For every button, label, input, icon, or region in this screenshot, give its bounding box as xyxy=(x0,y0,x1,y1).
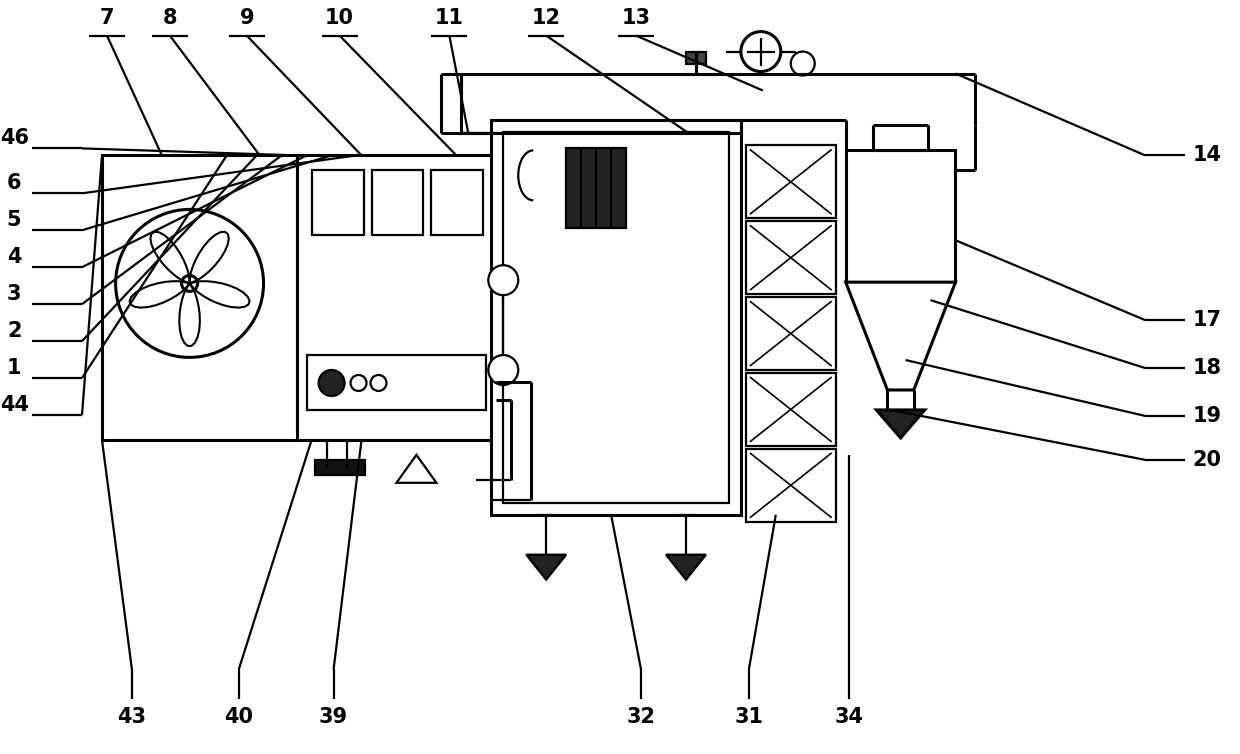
Text: 2: 2 xyxy=(7,321,21,341)
Circle shape xyxy=(791,51,815,75)
Text: 4: 4 xyxy=(7,247,21,267)
Polygon shape xyxy=(526,555,567,580)
Text: 20: 20 xyxy=(1193,450,1221,470)
Bar xyxy=(746,221,836,294)
Circle shape xyxy=(740,32,781,72)
Text: 9: 9 xyxy=(239,8,254,28)
Polygon shape xyxy=(397,455,436,483)
Circle shape xyxy=(115,210,264,357)
Text: 7: 7 xyxy=(99,8,114,28)
Text: 32: 32 xyxy=(626,707,656,728)
Circle shape xyxy=(319,370,345,396)
Text: 11: 11 xyxy=(435,8,464,28)
Circle shape xyxy=(489,265,518,295)
Text: 10: 10 xyxy=(325,8,355,28)
Bar xyxy=(503,133,729,503)
Polygon shape xyxy=(877,410,925,438)
Text: 34: 34 xyxy=(835,707,863,728)
Text: 39: 39 xyxy=(319,707,348,728)
Text: 13: 13 xyxy=(621,8,651,28)
Text: 31: 31 xyxy=(734,707,764,728)
Text: 19: 19 xyxy=(1193,406,1221,426)
Polygon shape xyxy=(846,282,956,390)
Text: 18: 18 xyxy=(1193,358,1221,378)
Bar xyxy=(102,155,296,440)
Circle shape xyxy=(489,355,518,385)
Text: 44: 44 xyxy=(0,395,29,415)
Bar xyxy=(311,170,363,235)
Text: 8: 8 xyxy=(162,8,177,28)
Bar xyxy=(372,170,423,235)
Text: 6: 6 xyxy=(7,173,21,193)
Text: 46: 46 xyxy=(0,128,29,149)
Bar xyxy=(686,51,706,63)
Bar xyxy=(315,460,365,475)
Bar xyxy=(432,170,484,235)
Circle shape xyxy=(351,375,367,391)
Text: 3: 3 xyxy=(7,284,21,304)
Bar xyxy=(846,150,956,282)
Circle shape xyxy=(181,275,197,291)
Text: 12: 12 xyxy=(532,8,560,28)
Text: 5: 5 xyxy=(7,210,21,230)
Text: 14: 14 xyxy=(1193,146,1221,165)
Bar xyxy=(567,149,626,228)
Polygon shape xyxy=(666,555,706,580)
Text: 1: 1 xyxy=(7,358,21,378)
Text: 40: 40 xyxy=(224,707,253,728)
Bar xyxy=(296,155,496,440)
Bar xyxy=(746,449,836,522)
Bar xyxy=(746,373,836,446)
Bar xyxy=(746,297,836,370)
Bar xyxy=(491,121,740,515)
Bar xyxy=(746,146,836,218)
Text: 43: 43 xyxy=(118,707,146,728)
Bar xyxy=(306,355,486,410)
Circle shape xyxy=(371,375,387,391)
Text: 17: 17 xyxy=(1193,310,1221,330)
